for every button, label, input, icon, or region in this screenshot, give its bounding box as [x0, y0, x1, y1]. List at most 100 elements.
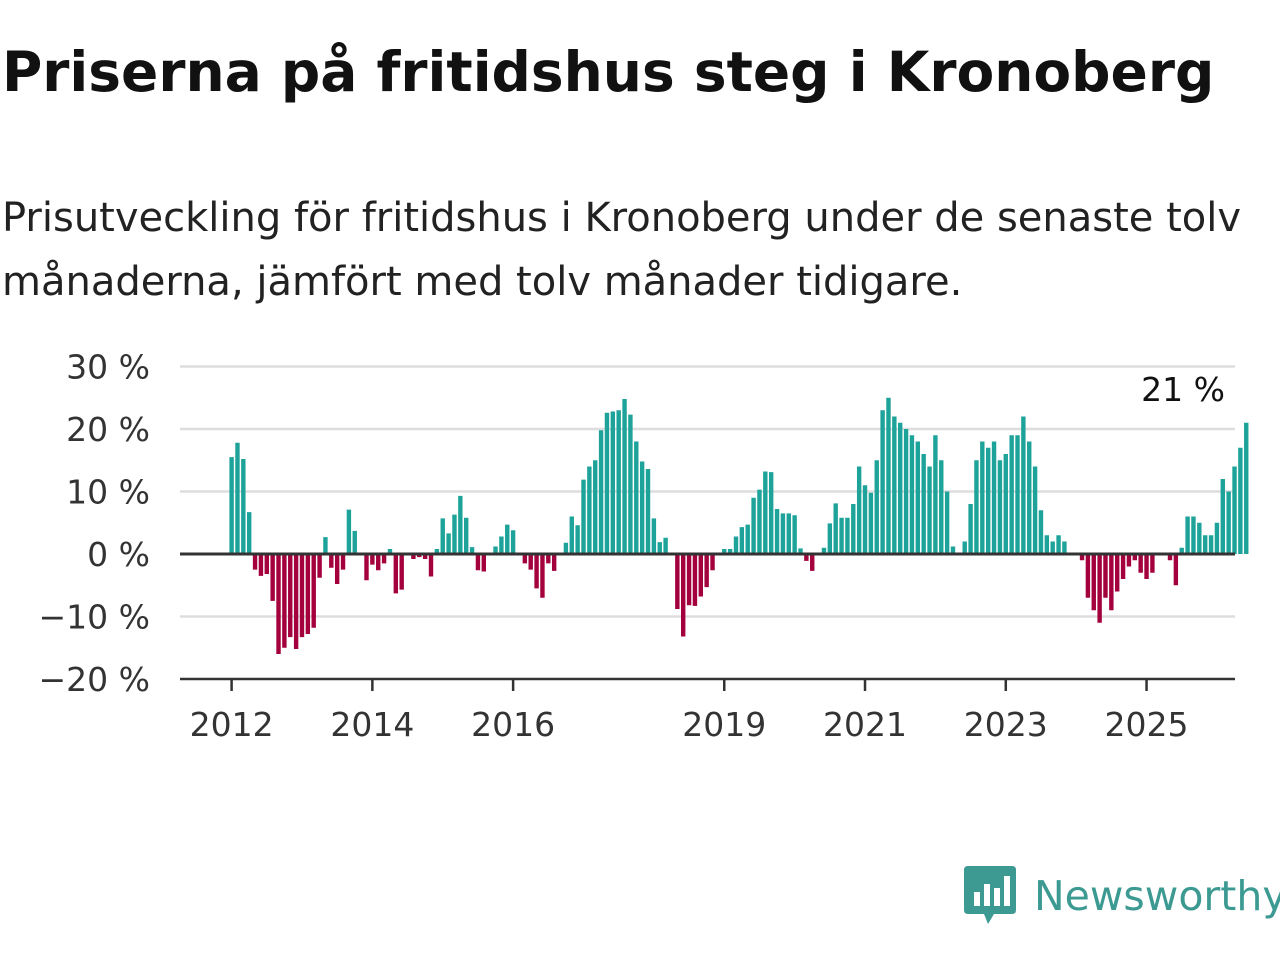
bar [1097, 554, 1102, 623]
bar [428, 554, 434, 577]
bar [340, 554, 346, 570]
bar [698, 554, 703, 597]
last-value-label: 21 % [1141, 370, 1225, 409]
y-tick-label: −20 % [39, 660, 151, 699]
bar [241, 459, 246, 554]
bar [288, 554, 293, 638]
bar [898, 422, 903, 554]
bar [528, 554, 533, 570]
bar [299, 554, 305, 638]
bar [446, 533, 451, 555]
bar [1179, 547, 1184, 554]
bar [1214, 522, 1220, 554]
bar [235, 442, 240, 554]
bar [581, 479, 586, 555]
bar [1103, 554, 1108, 598]
x-tick-label: 2023 [964, 705, 1048, 744]
bar [1173, 554, 1179, 586]
bar [1109, 554, 1114, 611]
bar [522, 554, 528, 564]
bar [974, 460, 979, 554]
bar [1056, 535, 1061, 554]
bar [270, 554, 275, 601]
bar [1044, 535, 1050, 554]
bar [780, 513, 786, 555]
bar [305, 554, 311, 634]
bar [1126, 554, 1132, 567]
bar [452, 514, 457, 555]
bar [440, 518, 445, 555]
bar [851, 504, 856, 554]
bar [722, 549, 727, 554]
bar [1244, 422, 1249, 554]
bar [1085, 554, 1091, 598]
bar [968, 504, 973, 554]
bar [727, 549, 733, 554]
price-change-chart: 30 %20 %10 %0 %−10 %−20 % 2012 2014 2016 20… [39, 348, 1249, 744]
x-tick-label: 2025 [1105, 705, 1189, 744]
y-tick-label: −10 % [39, 598, 151, 637]
bar [622, 399, 627, 554]
bar [839, 517, 844, 554]
bar [821, 547, 827, 554]
bar [985, 447, 991, 554]
bar [534, 554, 539, 589]
axes [180, 552, 1235, 691]
bar [903, 429, 909, 554]
bar [892, 416, 897, 554]
bar [886, 397, 891, 554]
brand-name: Newsworthy [1034, 872, 1280, 920]
bar [1220, 479, 1225, 554]
bar [997, 460, 1003, 554]
bar [323, 537, 328, 555]
bar [317, 554, 322, 578]
bar [757, 489, 762, 555]
bar [792, 515, 797, 554]
gridlines [180, 365, 1235, 618]
bar [768, 472, 774, 555]
bar [751, 497, 756, 554]
bar [575, 525, 580, 554]
x-tick-label: 2016 [471, 705, 555, 744]
bar [593, 460, 598, 554]
x-tick-label: 2021 [823, 705, 907, 744]
bar [1079, 554, 1085, 561]
bar [921, 454, 926, 554]
x-tick-label: 2019 [682, 705, 766, 744]
bar [598, 430, 604, 554]
bar [1003, 454, 1008, 554]
bar [874, 460, 879, 554]
bar [962, 541, 967, 554]
bar [933, 435, 938, 554]
bar [833, 503, 838, 555]
bar [868, 492, 874, 554]
bar [546, 554, 551, 564]
bar [381, 554, 387, 564]
bar [944, 491, 950, 554]
bar [505, 524, 510, 555]
bar [862, 485, 868, 554]
bar [909, 435, 915, 554]
bars [229, 397, 1249, 654]
bar [686, 554, 692, 606]
bar [1226, 491, 1231, 554]
bar [1021, 416, 1026, 554]
bar [247, 512, 252, 555]
bar [1232, 466, 1237, 554]
bar [481, 554, 486, 572]
bar [651, 518, 657, 555]
bar [774, 509, 780, 554]
bar [704, 554, 709, 588]
bar [980, 441, 985, 554]
bar [681, 554, 686, 637]
bar [663, 537, 668, 554]
bar [845, 517, 850, 554]
bar [991, 441, 997, 554]
y-tick-label: 30 % [66, 348, 150, 387]
bar [1015, 435, 1020, 554]
bar [434, 549, 440, 554]
bar [675, 554, 680, 609]
bar [475, 554, 481, 571]
y-tick-label: 10 % [66, 473, 150, 512]
bar [616, 410, 621, 554]
